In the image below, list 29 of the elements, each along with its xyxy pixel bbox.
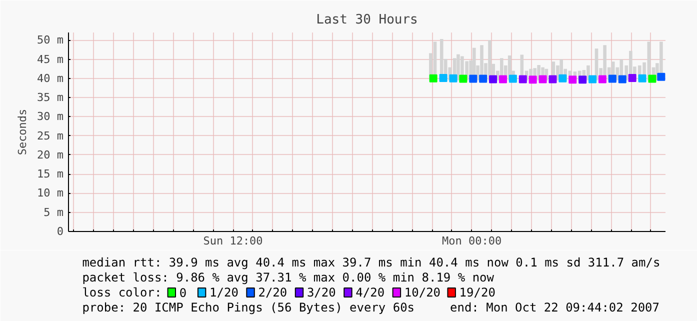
x-tick-label: Sun 12:00	[203, 234, 263, 248]
y-tick-label: 35 m	[37, 91, 64, 104]
bar	[456, 54, 460, 80]
text: end: Mon Oct 22 09:44:02 2007	[450, 300, 660, 314]
y-tick-label: 0	[56, 225, 64, 238]
x-tick-label: Mon 00:00	[442, 234, 502, 248]
legend-label: 0	[179, 286, 187, 300]
y-tick-label: 50 m	[37, 34, 64, 47]
y-tick-label: 25 m	[37, 129, 64, 142]
y-tick-label: 10 m	[37, 186, 64, 200]
text: median rtt: 39.9 ms avg 40.4 ms max 39.7 ms min 40.4 ms now 0.1 ms sd 311.7 am/s	[82, 256, 660, 270]
y-tick-label: 30 m	[37, 110, 64, 124]
y-tick-label: 40 m	[37, 72, 64, 85]
legend-label: 19/20	[459, 286, 496, 300]
text: packet loss: 9.86 % avg 37.31 % max 0.00 % min 8.19 % now	[82, 270, 495, 284]
bar	[488, 40, 492, 80]
chart-title: Last 30 Hours	[316, 12, 418, 28]
y-axis-title: Seconds	[16, 108, 30, 156]
y-tick-label: 5 m	[44, 206, 64, 219]
y-tick-label: 20 m	[37, 148, 64, 162]
y-tick-label: 45 m	[37, 52, 64, 66]
legend-label: 10/20	[404, 286, 441, 300]
y-tick-label: 15 m	[37, 168, 64, 181]
text: probe: 20 ICMP Echo Pings (56 Bytes) every 60s	[82, 300, 415, 314]
legend-label: 1/20	[210, 286, 238, 300]
legend-label: 4/20	[356, 286, 385, 300]
legend-label: 3/20	[306, 286, 336, 300]
legend-title: loss color:	[82, 286, 162, 300]
legend-label: 2/20	[258, 286, 288, 300]
